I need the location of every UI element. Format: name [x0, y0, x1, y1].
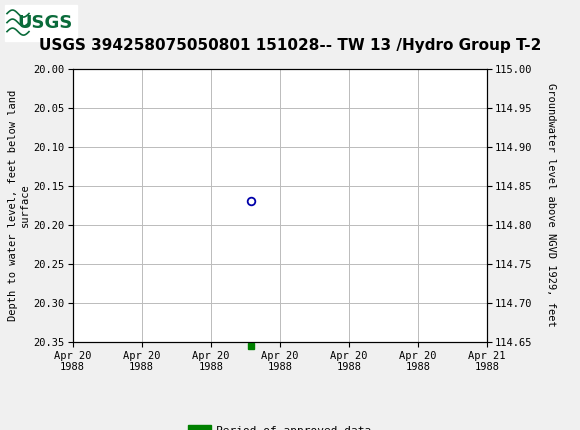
- Text: USGS 394258075050801 151028-- TW 13 /Hydro Group T-2: USGS 394258075050801 151028-- TW 13 /Hyd…: [39, 38, 541, 52]
- Text: USGS: USGS: [17, 14, 72, 31]
- Legend: Period of approved data: Period of approved data: [184, 421, 376, 430]
- Y-axis label: Depth to water level, feet below land
surface: Depth to water level, feet below land su…: [8, 90, 30, 321]
- Bar: [5, 4, 77, 41]
- Y-axis label: Groundwater level above NGVD 1929, feet: Groundwater level above NGVD 1929, feet: [546, 83, 556, 327]
